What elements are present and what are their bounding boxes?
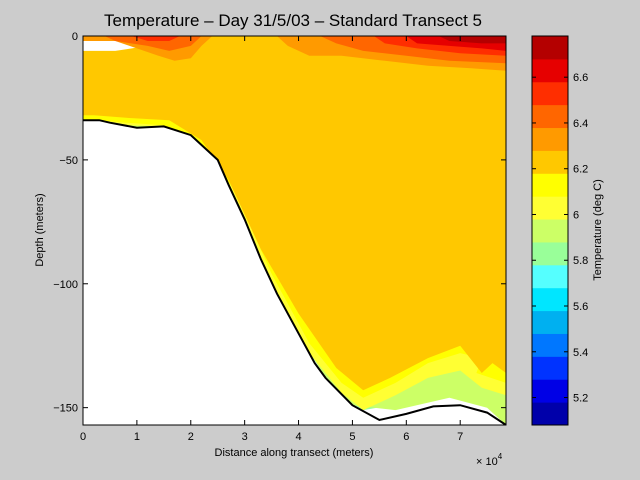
colorbar-swatch-0 xyxy=(532,402,568,426)
colorbar-swatch-16 xyxy=(532,36,568,60)
y-axis-label: Depth (meters) xyxy=(34,193,46,266)
y-tick-label-2: −100 xyxy=(53,279,78,291)
temperature-contour-19 xyxy=(438,36,506,44)
colorbar-tick-label-1: 5.4 xyxy=(573,347,588,359)
colorbar-swatch-11 xyxy=(532,150,568,174)
temperature-contour-14 xyxy=(104,36,202,51)
colorbar-swatch-4 xyxy=(532,310,568,334)
x-tick-label-0: 0 xyxy=(80,431,86,443)
y-tick-label-1: −50 xyxy=(59,155,78,167)
x-tick-label-5: 5 xyxy=(349,431,355,443)
x-axis-label: Distance along transect (meters) xyxy=(215,447,374,459)
colorbar-swatch-15 xyxy=(532,58,568,83)
x-tick-label-1: 1 xyxy=(134,431,140,443)
colorbar-swatch-10 xyxy=(532,173,568,197)
colorbar-tick-label-0: 5.2 xyxy=(573,393,588,405)
colorbar-swatch-9 xyxy=(532,196,568,220)
temperature-contour-11 xyxy=(83,36,506,391)
colorbar-swatch-1 xyxy=(532,379,568,403)
x-axis-exponent-power: 4 xyxy=(498,452,503,461)
colorbar-tick-label-3: 5.8 xyxy=(573,255,588,267)
colorbar-swatch-5 xyxy=(532,287,568,312)
seabed-fill xyxy=(83,120,506,425)
colorbar-tick-label-4: 6 xyxy=(573,209,579,221)
y-axis: 0 −50 −100 −150 xyxy=(53,31,506,415)
colorbar-swatch-7 xyxy=(532,241,568,266)
colorbar-swatch-12 xyxy=(532,127,568,151)
colorbar-swatch-2 xyxy=(532,356,568,380)
colorbar-tick-label-6: 6.4 xyxy=(573,118,588,130)
plot-area xyxy=(82,35,507,426)
x-tick-label-2: 2 xyxy=(188,431,194,443)
x-axis: 0 1 2 3 4 5 6 7 xyxy=(80,36,463,443)
colorbar: 5.2 5.4 5.6 5.8 6 6.2 6.4 6.6 xyxy=(531,35,588,426)
colorbar-tick-label-7: 6.6 xyxy=(573,72,588,84)
seabed-layer xyxy=(83,119,506,425)
x-tick-label-6: 6 xyxy=(403,431,409,443)
temperature-contour-16 xyxy=(131,36,180,41)
colorbar-swatch-8 xyxy=(532,219,568,243)
colorbar-tick-label-2: 5.6 xyxy=(573,301,588,313)
x-tick-label-7: 7 xyxy=(457,431,463,443)
x-axis-exponent: × 104 xyxy=(476,452,503,468)
x-axis-exponent-base: × 10 xyxy=(476,456,498,468)
colorbar-swatch-14 xyxy=(532,81,568,106)
plot-frame xyxy=(82,35,507,426)
colorbar-tick-label-5: 6.2 xyxy=(573,164,588,176)
colorbar-swatch-6 xyxy=(532,264,568,289)
y-tick-label-0: 0 xyxy=(72,31,78,43)
y-tick-label-3: −150 xyxy=(53,403,78,415)
x-tick-label-3: 3 xyxy=(242,431,248,443)
colorbar-ticks: 5.2 5.4 5.6 5.8 6 6.2 6.4 6.6 xyxy=(532,72,588,405)
x-tick-label-4: 4 xyxy=(295,431,301,443)
chart-title: Temperature – Day 31/5/03 – Standard Tra… xyxy=(104,11,482,30)
colorbar-label: Temperature (deg C) xyxy=(592,179,604,281)
seabed-line xyxy=(83,119,506,425)
colorbar-frame xyxy=(531,35,569,426)
colorbar-swatch-3 xyxy=(532,333,568,357)
colorbar-swatch-13 xyxy=(532,104,568,129)
colorbar-swatches xyxy=(532,36,568,426)
